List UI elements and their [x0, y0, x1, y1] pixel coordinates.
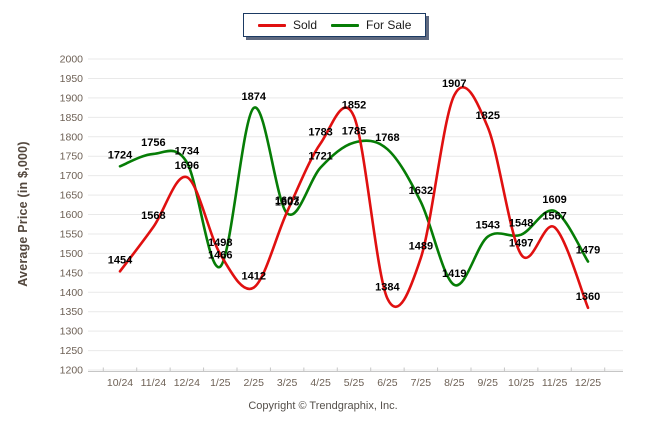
x-tick-label: 10/24 — [107, 377, 133, 389]
data-label: 1874 — [241, 91, 266, 103]
data-label: 1419 — [442, 268, 466, 280]
data-label: 1756 — [141, 137, 165, 149]
x-tick-label: 1/25 — [210, 377, 231, 389]
legend-item-sold[interactable]: Sold — [258, 19, 317, 31]
data-label: 1498 — [208, 237, 232, 249]
data-label: 1543 — [475, 220, 499, 232]
x-tick-label: 10/25 — [508, 377, 534, 389]
y-tick-label: 1850 — [60, 112, 84, 124]
data-label: 1603 — [275, 196, 299, 208]
y-tick-label: 1750 — [60, 151, 84, 163]
data-label: 1479 — [576, 245, 600, 257]
data-label: 1489 — [409, 241, 433, 253]
x-tick-label: 2/25 — [243, 377, 264, 389]
data-label: 1724 — [108, 149, 133, 161]
data-label: 1734 — [175, 145, 200, 157]
y-tick-label: 1550 — [60, 228, 84, 240]
data-label: 1412 — [241, 271, 265, 283]
y-tick-label: 1900 — [60, 92, 84, 104]
y-tick-label: 1950 — [60, 73, 84, 85]
chart-legend: Sold For Sale — [243, 13, 427, 37]
y-tick-label: 1650 — [60, 190, 84, 202]
x-tick-label: 12/24 — [174, 377, 200, 389]
data-label: 1548 — [509, 218, 533, 230]
data-label: 1721 — [308, 150, 332, 162]
legend-label-for-sale: For Sale — [366, 18, 412, 32]
y-tick-label: 1500 — [60, 248, 84, 260]
series-line-for-sale — [118, 106, 590, 287]
y-tick-label: 1200 — [60, 365, 84, 377]
copyright-text: Copyright © Trendgraphix, Inc. — [248, 400, 398, 412]
for-sale-line-swatch-icon — [331, 23, 360, 27]
legend-item-for-sale[interactable]: For Sale — [331, 19, 411, 31]
data-label: 1568 — [141, 210, 165, 222]
data-label: 1609 — [542, 194, 566, 206]
data-label: 1360 — [576, 291, 600, 303]
x-tick-label: 4/25 — [310, 377, 331, 389]
data-label: 1632 — [409, 185, 433, 197]
y-tick-label: 1400 — [60, 287, 84, 299]
y-tick-label: 2000 — [60, 54, 84, 66]
legend-label-sold: Sold — [293, 18, 318, 32]
y-tick-label: 1700 — [60, 170, 84, 182]
data-label: 1696 — [175, 160, 199, 172]
x-tick-label: 5/25 — [344, 377, 365, 389]
data-label: 1768 — [375, 132, 399, 144]
data-label: 1567 — [542, 210, 566, 222]
series-line-sold — [118, 86, 590, 310]
x-tick-label: 11/24 — [141, 377, 167, 389]
data-label: 1384 — [375, 281, 400, 293]
y-tick-label: 1250 — [60, 345, 84, 357]
y-axis-title: Average Price (in $,000) — [16, 141, 30, 287]
y-tick-label: 1350 — [60, 306, 84, 318]
x-tick-label: 7/25 — [411, 377, 432, 389]
x-tick-label: 3/25 — [277, 377, 298, 389]
data-label: 1783 — [308, 126, 332, 138]
y-tick-label: 1300 — [60, 326, 84, 338]
x-tick-label: 9/25 — [477, 377, 498, 389]
x-tick-label: 11/25 — [542, 377, 568, 389]
x-tick-label: 8/25 — [444, 377, 465, 389]
data-label: 1466 — [208, 250, 232, 262]
y-tick-label: 1800 — [60, 131, 84, 143]
y-tick-label: 1600 — [60, 209, 84, 221]
data-label: 1825 — [475, 110, 499, 122]
data-label: 1907 — [442, 78, 466, 90]
x-tick-label: 12/25 — [575, 377, 601, 389]
data-label: 1497 — [509, 238, 533, 250]
data-label: 1454 — [108, 254, 133, 266]
data-label: 1607 — [275, 195, 299, 207]
sold-line-swatch-icon — [258, 23, 286, 27]
data-label: 1785 — [342, 126, 366, 138]
y-tick-label: 1450 — [60, 267, 84, 279]
x-tick-label: 6/25 — [377, 377, 398, 389]
data-label: 1852 — [342, 100, 366, 112]
